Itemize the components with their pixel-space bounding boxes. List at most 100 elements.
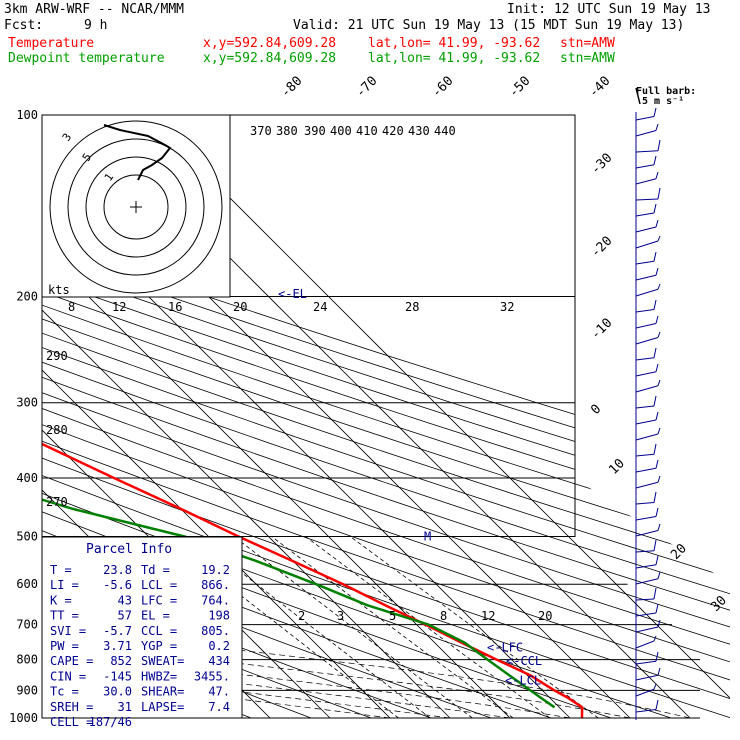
hodograph-ring-label: 16 xyxy=(168,300,182,314)
hodograph-ring-label: 12 xyxy=(112,300,126,314)
parcel-info-cell: HWBZ= xyxy=(141,669,177,683)
mixing-ratio-8 xyxy=(271,536,514,718)
dry-adiabat-360 xyxy=(42,115,730,718)
wind-barb xyxy=(635,459,659,473)
wind-barb xyxy=(635,107,657,121)
hodograph-ring-label: 28 xyxy=(405,300,419,314)
parcel-info-cell: EL = xyxy=(141,609,170,623)
dry-adiabat-260 xyxy=(42,115,372,718)
isotherm-label: -80 xyxy=(278,74,305,101)
mixing-ratio-label: 12 xyxy=(481,609,495,623)
dry-adiabat-330 xyxy=(42,115,730,718)
mixing-ratio-label: 5 xyxy=(389,609,396,623)
wind-barb xyxy=(635,651,659,665)
wind-barb xyxy=(635,203,657,217)
init-time: Init: 12 UTC Sun 19 May 13 xyxy=(507,2,711,17)
parcel-info-cell: T = xyxy=(50,563,72,577)
isotherm-label: 0 xyxy=(588,402,604,418)
parcel-info-cell: LAPSE= xyxy=(141,700,184,714)
mixing-ratio-label: 20 xyxy=(538,609,552,623)
legend-dewpoint-xy: x,y=592.84,609.28 xyxy=(203,51,337,66)
wind-barb xyxy=(635,475,661,489)
level-annotation: <-LFC xyxy=(487,641,523,655)
wind-barb xyxy=(635,667,661,681)
hodograph-ring-label: 32 xyxy=(500,300,514,314)
theta-e-label: 440 xyxy=(434,124,456,138)
wind-barb xyxy=(635,395,657,409)
wind-barb xyxy=(635,571,661,585)
wind-barb xyxy=(635,443,657,457)
parcel-info-cell: 852 xyxy=(110,654,132,668)
wind-barb xyxy=(635,139,661,153)
parcel-info-cell: -145 xyxy=(103,669,132,683)
parcel-info-cell: 187/46 xyxy=(89,715,132,729)
wind-barb-legend: Full barb: xyxy=(636,86,696,97)
pressure-label-600: 600 xyxy=(16,577,38,591)
pressure-label-800: 800 xyxy=(16,653,38,667)
parcel-info-cell: Td = xyxy=(141,563,170,577)
legend-temperature-xy: x,y=592.84,609.28 xyxy=(203,36,337,51)
dry-adiabat-320 xyxy=(42,115,730,718)
mixing-ratio-label: 2 xyxy=(298,609,305,623)
theta-e-label: 370 xyxy=(250,124,272,138)
wind-barb xyxy=(635,123,659,137)
pressure-label-500: 500 xyxy=(16,529,38,543)
hodograph-ring xyxy=(67,138,205,276)
wind-barb xyxy=(635,699,659,713)
parcel-info-frame xyxy=(41,536,243,719)
forecast-label: Fcst: xyxy=(4,18,44,33)
parcel-info-cell: K = xyxy=(50,593,72,607)
theta-label: 280 xyxy=(46,423,68,437)
parcel-info-cell: -5.7 xyxy=(103,624,132,638)
wind-barb xyxy=(635,187,661,201)
dry-adiabat-460 xyxy=(42,115,730,718)
wind-barb xyxy=(635,171,659,185)
wind-barb xyxy=(635,379,661,393)
parcel-info-cell: 31 xyxy=(118,700,132,714)
wind-barb xyxy=(635,363,659,377)
parcel-info-cell: CELL = xyxy=(50,715,93,729)
parcel-info-cell: 30.0 xyxy=(103,685,132,699)
isotherm-label: -20 xyxy=(588,234,615,261)
mixing-ratio-12 xyxy=(305,536,551,718)
mixing-ratio-2 xyxy=(165,536,399,718)
parcel-info-box: Parcel Info T = 23.8 Td = 19.2 LI = -5.6 LCL = 8… xyxy=(41,536,243,729)
moist-adiabat-20 xyxy=(42,296,571,718)
parcel-info-cell: CIN = xyxy=(50,669,86,683)
parcel-info-cell: 3.71 xyxy=(103,639,132,653)
legend-temperature-stn: stn=AMW xyxy=(560,36,615,51)
parcel-info-cell: 7.4 xyxy=(208,700,230,714)
legend-temperature-latlon: lat,lon= 41.99, -93.62 xyxy=(368,36,541,51)
parcel-info-cell: SHEAR= xyxy=(141,685,184,699)
hodograph-ring xyxy=(103,174,169,240)
parcel-info-cell: YGP = xyxy=(141,639,177,653)
wind-barb xyxy=(635,155,657,169)
parcel-info-cell: 43 xyxy=(118,593,132,607)
legend-dewpoint-latlon: lat,lon= 41.99, -93.62 xyxy=(368,51,541,66)
parcel-info-cell: 866. xyxy=(201,578,230,592)
wind-barbs: Full barb:5 m s⁻¹ xyxy=(635,86,696,720)
level-annotation: <-LCL xyxy=(505,673,541,687)
pressure-label-900: 900 xyxy=(16,683,38,697)
dry-adiabat-380 xyxy=(42,115,730,718)
isotherm-label: -50 xyxy=(506,74,533,101)
isotherm-label: 10 xyxy=(606,456,628,478)
dewpoint-trace xyxy=(42,115,556,709)
wind-barb-legend-sample xyxy=(635,87,641,105)
theta-e-label: 430 xyxy=(408,124,430,138)
wind-barb xyxy=(635,411,659,425)
wind-barb xyxy=(635,219,659,233)
isotherm--10 xyxy=(42,115,391,718)
parcel-info-cell: CAPE = xyxy=(50,654,93,668)
wind-barb xyxy=(635,299,657,313)
wind-barb xyxy=(635,587,657,601)
parcel-info-cell: 19.2 xyxy=(201,563,230,577)
wind-barb xyxy=(635,555,659,569)
theta-e-label: 400 xyxy=(330,124,352,138)
model-title: 3km ARW-WRF -- NCAR/MMM xyxy=(4,2,185,17)
plot-frame xyxy=(41,114,576,718)
legend-dewpoint-stn: stn=AMW xyxy=(560,51,615,66)
parcel-info-title: Parcel Info xyxy=(86,542,172,557)
